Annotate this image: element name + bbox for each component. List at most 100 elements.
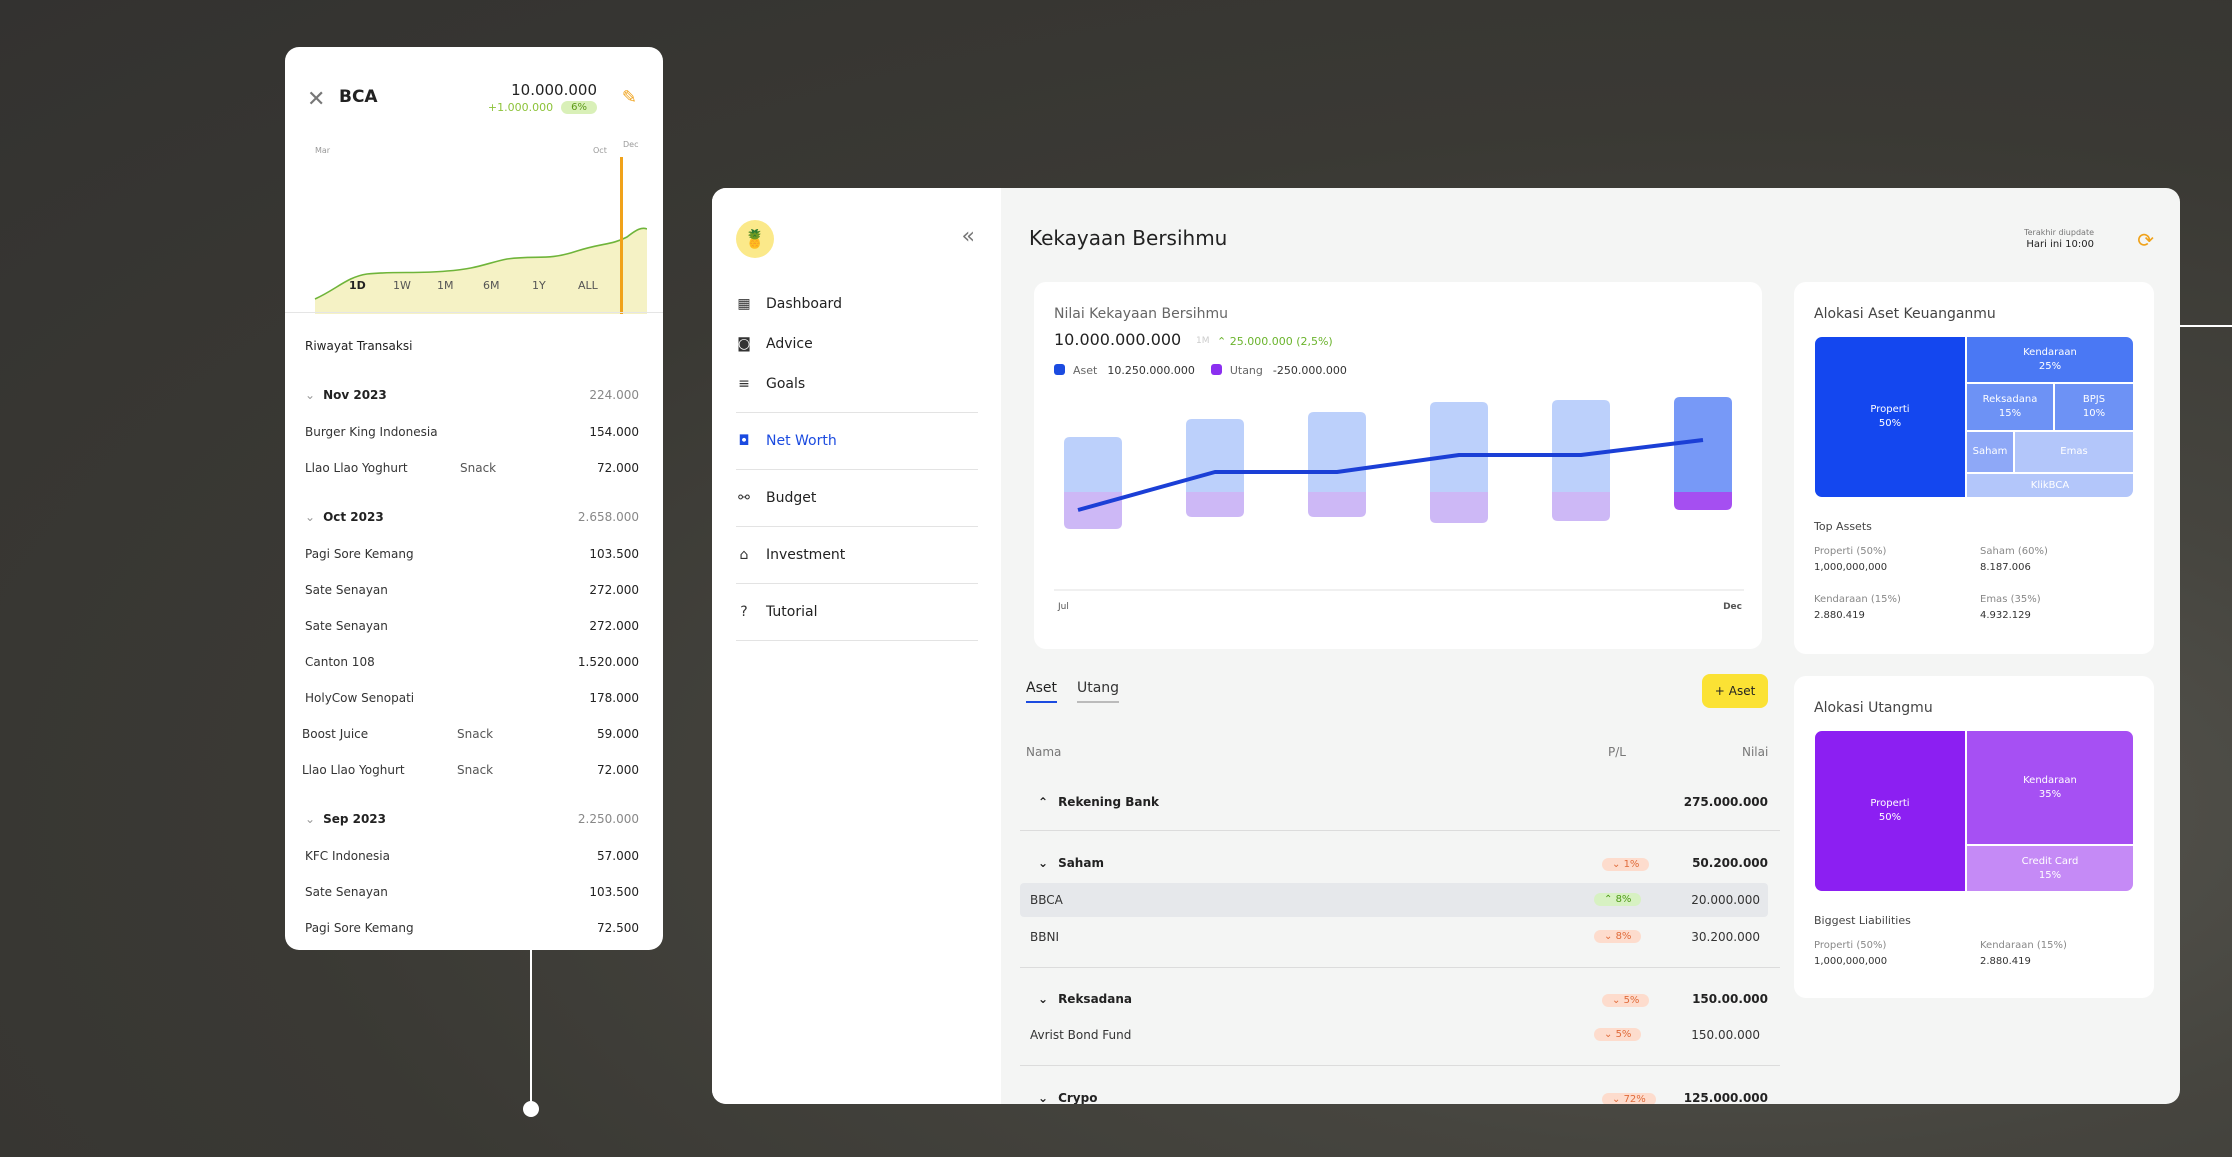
tab-utang[interactable]: Utang — [1076, 680, 1120, 703]
transaction-amount: 1.520.000 — [577, 655, 639, 669]
legend-swatch — [1210, 364, 1222, 375]
transaction-amount: 72.000 — [597, 461, 639, 475]
add-asset-label: Aset — [1728, 684, 1756, 698]
group-name: Reksadana — [1058, 992, 1132, 1006]
treemap-cell-properti[interactable]: Properti 50% — [1814, 336, 1966, 498]
sidebar-divider — [736, 583, 978, 584]
close-icon[interactable]: ✕ — [307, 87, 326, 112]
month-group-sep-2023[interactable]: ⌄ Sep 2023 2.250.000 — [305, 812, 639, 826]
pl-value: 5% — [1615, 1029, 1632, 1040]
month-label: Oct 2023 — [323, 510, 384, 524]
chart-bar-aset[interactable] — [1430, 402, 1488, 492]
group-value: 50.200.000 — [1692, 856, 1768, 870]
treemap-cell-klikbca[interactable]: KlikBCA — [1966, 473, 2134, 498]
transaction-amount: 272.000 — [589, 583, 639, 597]
refresh-icon[interactable]: ⟳ — [2137, 228, 2154, 252]
top-asset-item: Emas (35%) 4.932.129 — [1980, 592, 2041, 624]
chart-bar-utang[interactable] — [1430, 492, 1488, 523]
treemap-cell-emas[interactable]: Emas — [2014, 431, 2134, 473]
treemap-cell-kendaraan[interactable]: Kendaraan 35% — [1966, 730, 2134, 845]
chart-bar-aset[interactable] — [1308, 412, 1366, 492]
account-value: 10.000.000 — [511, 81, 597, 99]
sidebar-item-dashboard[interactable]: ▦ Dashboard — [736, 287, 978, 321]
pineapple-logo-icon[interactable]: 🍍 — [736, 220, 774, 258]
legend-value: -250.000.000 — [1272, 364, 1347, 377]
pl-value: 1% — [1623, 859, 1640, 870]
cell-label: Reksadana — [1982, 394, 2038, 405]
sidebar-item-goals[interactable]: ≡ Goals — [736, 367, 978, 401]
investment-icon: ⌂ — [739, 547, 749, 563]
top-asset-label: Emas (35%) — [1980, 594, 2041, 605]
chart-bar-utang[interactable] — [1674, 492, 1732, 510]
chart-bar-utang[interactable] — [1064, 492, 1122, 529]
transaction-category: Snack — [460, 461, 497, 475]
transaction-name: Boost Juice — [302, 727, 369, 741]
pl-badge: ⌄ 5% — [1602, 994, 1650, 1007]
range-1m[interactable]: 1M — [437, 279, 454, 292]
chart-bar-utang[interactable] — [1308, 492, 1366, 517]
sidebar-item-budget[interactable]: ⚯ Budget — [736, 481, 978, 515]
pl-value: 8% — [1615, 894, 1632, 905]
cell-pct: 15% — [2038, 869, 2062, 881]
chart-bar-utang[interactable] — [1552, 492, 1610, 521]
biggest-liabilities-title: Biggest Liabilities — [1814, 914, 1911, 927]
asset-row-bbni[interactable]: BBNI ⌄ 8% 30.200.000 — [1020, 920, 1768, 954]
sidebar-item-label: Advice — [766, 336, 813, 352]
asset-treemap: Properti 50% Kendaraan 25% Reksadana 15% BP… — [1814, 336, 2134, 498]
transaction-category: Snack — [457, 727, 494, 741]
chart-bar-aset[interactable] — [1552, 400, 1610, 492]
chart-bar-utang[interactable] — [1186, 492, 1244, 517]
cell-label: KlikBCA — [2030, 479, 2070, 491]
range-1d[interactable]: 1D — [349, 279, 366, 292]
column-header-value: Nilai — [1742, 745, 1769, 759]
account-detail-card: ✕ BCA 10.000.000 +1.000.000 6% ✎ Mar Oct… — [285, 47, 663, 950]
asset-row-bbca[interactable]: BBCA ⌃ 8% 20.000.000 — [1020, 883, 1768, 917]
month-group-oct-2023[interactable]: ⌄ Oct 2023 2.658.000 — [305, 510, 639, 524]
month-group-nov-2023[interactable]: ⌄ Nov 2023 224.000 — [305, 388, 639, 402]
sidebar-item-label: Tutorial — [766, 604, 818, 620]
sidebar-item-investment[interactable]: ⌂ Investment — [736, 538, 978, 572]
top-asset-label: Kendaraan (15%) — [1814, 594, 1901, 605]
treemap-cell-bpjs[interactable]: BPJS 10% — [2054, 383, 2134, 431]
group-name: Rekening Bank — [1058, 795, 1159, 809]
month-label: Nov 2023 — [323, 388, 387, 402]
transaction-name: HolyCow Senopati — [305, 691, 415, 705]
range-6m[interactable]: 6M — [483, 279, 500, 292]
sidebar-item-advice[interactable]: ◙ Advice — [736, 327, 978, 361]
sidebar-item-label: Investment — [766, 547, 846, 563]
edit-icon[interactable]: ✎ — [621, 87, 637, 108]
sidebar-item-tutorial[interactable]: ? Tutorial — [736, 595, 978, 629]
asset-row-avrist-bond-fund[interactable]: Avrist Bond Fund ⌄ 5% 150.00.000 — [1020, 1018, 1768, 1052]
month-total: 224.000 — [589, 388, 639, 402]
treemap-cell-kendaraan[interactable]: Kendaraan 25% — [1966, 336, 2134, 383]
pl-badge: ⌄ 5% — [1594, 1028, 1642, 1041]
sparkline-cursor[interactable] — [620, 157, 623, 314]
cell-label: BPJS — [2082, 394, 2106, 405]
range-1w[interactable]: 1W — [393, 279, 411, 292]
transaction-amount: 103.500 — [589, 885, 639, 899]
treemap-cell-saham[interactable]: Saham — [1966, 431, 2014, 473]
transaction-amount: 272.000 — [589, 619, 639, 633]
chart-bar-aset[interactable] — [1674, 397, 1732, 492]
add-asset-button[interactable]: + Aset — [1702, 674, 1768, 708]
sidebar-divider — [736, 469, 978, 470]
transaction-history-title: Riwayat Transaksi — [305, 339, 413, 353]
top-asset-label: Properti (50%) — [1814, 546, 1887, 557]
chart-bar-aset[interactable] — [1064, 437, 1122, 492]
tab-aset[interactable]: Aset — [1026, 680, 1057, 703]
connector-dot — [523, 1101, 539, 1117]
chart-bar-aset[interactable] — [1186, 419, 1244, 492]
asset-tabs: Aset Utang — [1026, 680, 1120, 703]
app-window: 🍍 « ▦ Dashboard ◙ Advice ≡ Goals ◘ Net W… — [712, 188, 2180, 1104]
treemap-cell-credit-card[interactable]: Credit Card 15% — [1966, 845, 2134, 892]
collapse-sidebar-icon[interactable]: « — [961, 224, 975, 249]
top-liability-value: 2.880.419 — [1980, 956, 2031, 967]
treemap-cell-properti[interactable]: Properti 50% — [1814, 730, 1966, 892]
plus-icon: + — [1714, 684, 1725, 698]
range-1y[interactable]: 1Y — [532, 279, 546, 292]
sidebar-item-label: Dashboard — [766, 296, 842, 312]
sidebar-item-net-worth[interactable]: ◘ Net Worth — [736, 424, 978, 458]
range-all[interactable]: ALL — [578, 279, 598, 292]
treemap-cell-reksadana[interactable]: Reksadana 15% — [1966, 383, 2054, 431]
pl-badge: ⌄ 1% — [1602, 858, 1650, 871]
